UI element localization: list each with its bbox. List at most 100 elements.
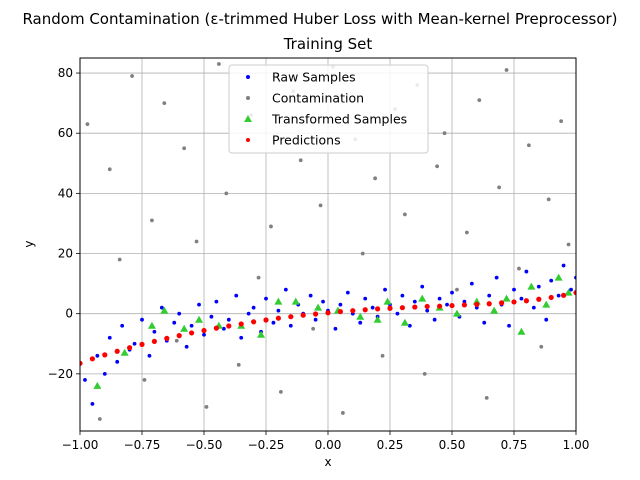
- point-predictions: [461, 302, 467, 308]
- point-transformed-samples: [527, 282, 536, 290]
- point-transformed-samples: [274, 297, 283, 305]
- point-contamination: [340, 411, 345, 415]
- point-contamination: [497, 185, 502, 190]
- point-contamination: [236, 362, 241, 367]
- x-tick-label: 0.25: [377, 438, 404, 452]
- point-raw-samples: [494, 275, 499, 280]
- y-tick-label: 80: [58, 66, 73, 80]
- legend-box: [228, 64, 429, 154]
- point-contamination: [504, 68, 509, 72]
- point-transformed-samples: [314, 303, 323, 311]
- point-raw-samples: [345, 290, 350, 295]
- point-contamination: [216, 62, 221, 66]
- point-predictions: [362, 307, 368, 313]
- point-raw-samples: [507, 323, 511, 328]
- point-contamination: [162, 101, 167, 106]
- point-contamination: [256, 275, 261, 280]
- legend: Raw Samples Contamination Transformed Samp…: [228, 64, 429, 154]
- legend-label: Transformed Samples: [271, 112, 407, 127]
- point-raw-samples: [469, 281, 474, 286]
- point-contamination: [442, 131, 447, 136]
- point-raw-samples: [437, 296, 442, 301]
- point-raw-samples: [420, 284, 425, 289]
- point-contamination: [142, 377, 147, 382]
- point-transformed-samples: [180, 324, 189, 332]
- point-predictions: [412, 304, 418, 310]
- point-raw-samples: [83, 377, 87, 382]
- point-contamination: [373, 176, 378, 181]
- point-contamination: [559, 119, 564, 124]
- point-raw-samples: [152, 329, 157, 334]
- point-predictions: [573, 290, 576, 296]
- point-raw-samples: [234, 293, 239, 298]
- point-contamination: [278, 389, 283, 394]
- point-contamination: [546, 197, 551, 202]
- legend-marker: [246, 75, 250, 79]
- point-raw-samples: [363, 296, 368, 301]
- point-raw-samples: [271, 320, 276, 325]
- x-tick-label: −0.25: [248, 438, 285, 452]
- y-axis-label: y: [22, 240, 36, 247]
- point-contamination: [174, 338, 179, 343]
- point-raw-samples: [140, 317, 144, 322]
- point-raw-samples: [276, 308, 281, 313]
- x-tick-label: 1.00: [563, 438, 590, 452]
- point-raw-samples: [333, 326, 338, 331]
- x-tick-label: −0.50: [186, 438, 223, 452]
- point-contamination: [477, 98, 482, 103]
- point-raw-samples: [214, 299, 219, 304]
- y-tick-label: 0: [65, 307, 73, 321]
- point-predictions: [325, 310, 331, 316]
- x-tick-label: −0.75: [124, 438, 161, 452]
- point-raw-samples: [383, 287, 387, 292]
- point-contamination: [435, 164, 440, 169]
- point-contamination: [402, 212, 407, 217]
- point-predictions: [251, 319, 257, 325]
- point-raw-samples: [308, 293, 313, 298]
- point-contamination: [526, 143, 531, 148]
- point-predictions: [337, 308, 343, 315]
- point-raw-samples: [107, 335, 112, 340]
- point-raw-samples: [519, 296, 524, 301]
- point-predictions: [226, 323, 232, 329]
- legend-label: Predictions: [272, 133, 341, 148]
- point-predictions: [189, 330, 195, 336]
- point-contamination: [298, 158, 303, 163]
- point-predictions: [387, 305, 393, 311]
- point-predictions: [511, 299, 517, 305]
- point-predictions: [238, 321, 244, 327]
- legend-label: Contamination: [272, 91, 364, 106]
- point-contamination: [360, 251, 365, 256]
- point-contamination: [150, 218, 154, 223]
- point-raw-samples: [482, 320, 487, 325]
- legend-marker: [246, 96, 250, 100]
- series-predictions: [80, 290, 576, 366]
- point-predictions: [164, 335, 170, 341]
- point-raw-samples: [432, 317, 437, 322]
- point-raw-samples: [425, 308, 430, 313]
- point-transformed-samples: [418, 294, 427, 302]
- point-predictions: [399, 305, 405, 311]
- point-predictions: [114, 348, 120, 354]
- point-transformed-samples: [517, 327, 526, 335]
- series-raw-samples: [83, 263, 576, 406]
- point-contamination: [224, 191, 229, 196]
- point-predictions: [350, 308, 356, 314]
- point-transformed-samples: [257, 330, 266, 338]
- point-raw-samples: [251, 305, 256, 310]
- point-predictions: [176, 333, 182, 339]
- point-raw-samples: [147, 353, 152, 358]
- point-predictions: [474, 301, 480, 307]
- point-raw-samples: [569, 287, 573, 292]
- point-raw-samples: [115, 359, 120, 364]
- point-raw-samples: [172, 320, 177, 325]
- point-raw-samples: [283, 287, 288, 292]
- y-tick-label: −20: [48, 367, 73, 381]
- point-raw-samples: [370, 305, 375, 310]
- point-raw-samples: [524, 269, 529, 274]
- point-predictions: [127, 345, 133, 351]
- point-raw-samples: [226, 317, 231, 322]
- point-predictions: [300, 312, 306, 318]
- point-contamination: [269, 224, 273, 229]
